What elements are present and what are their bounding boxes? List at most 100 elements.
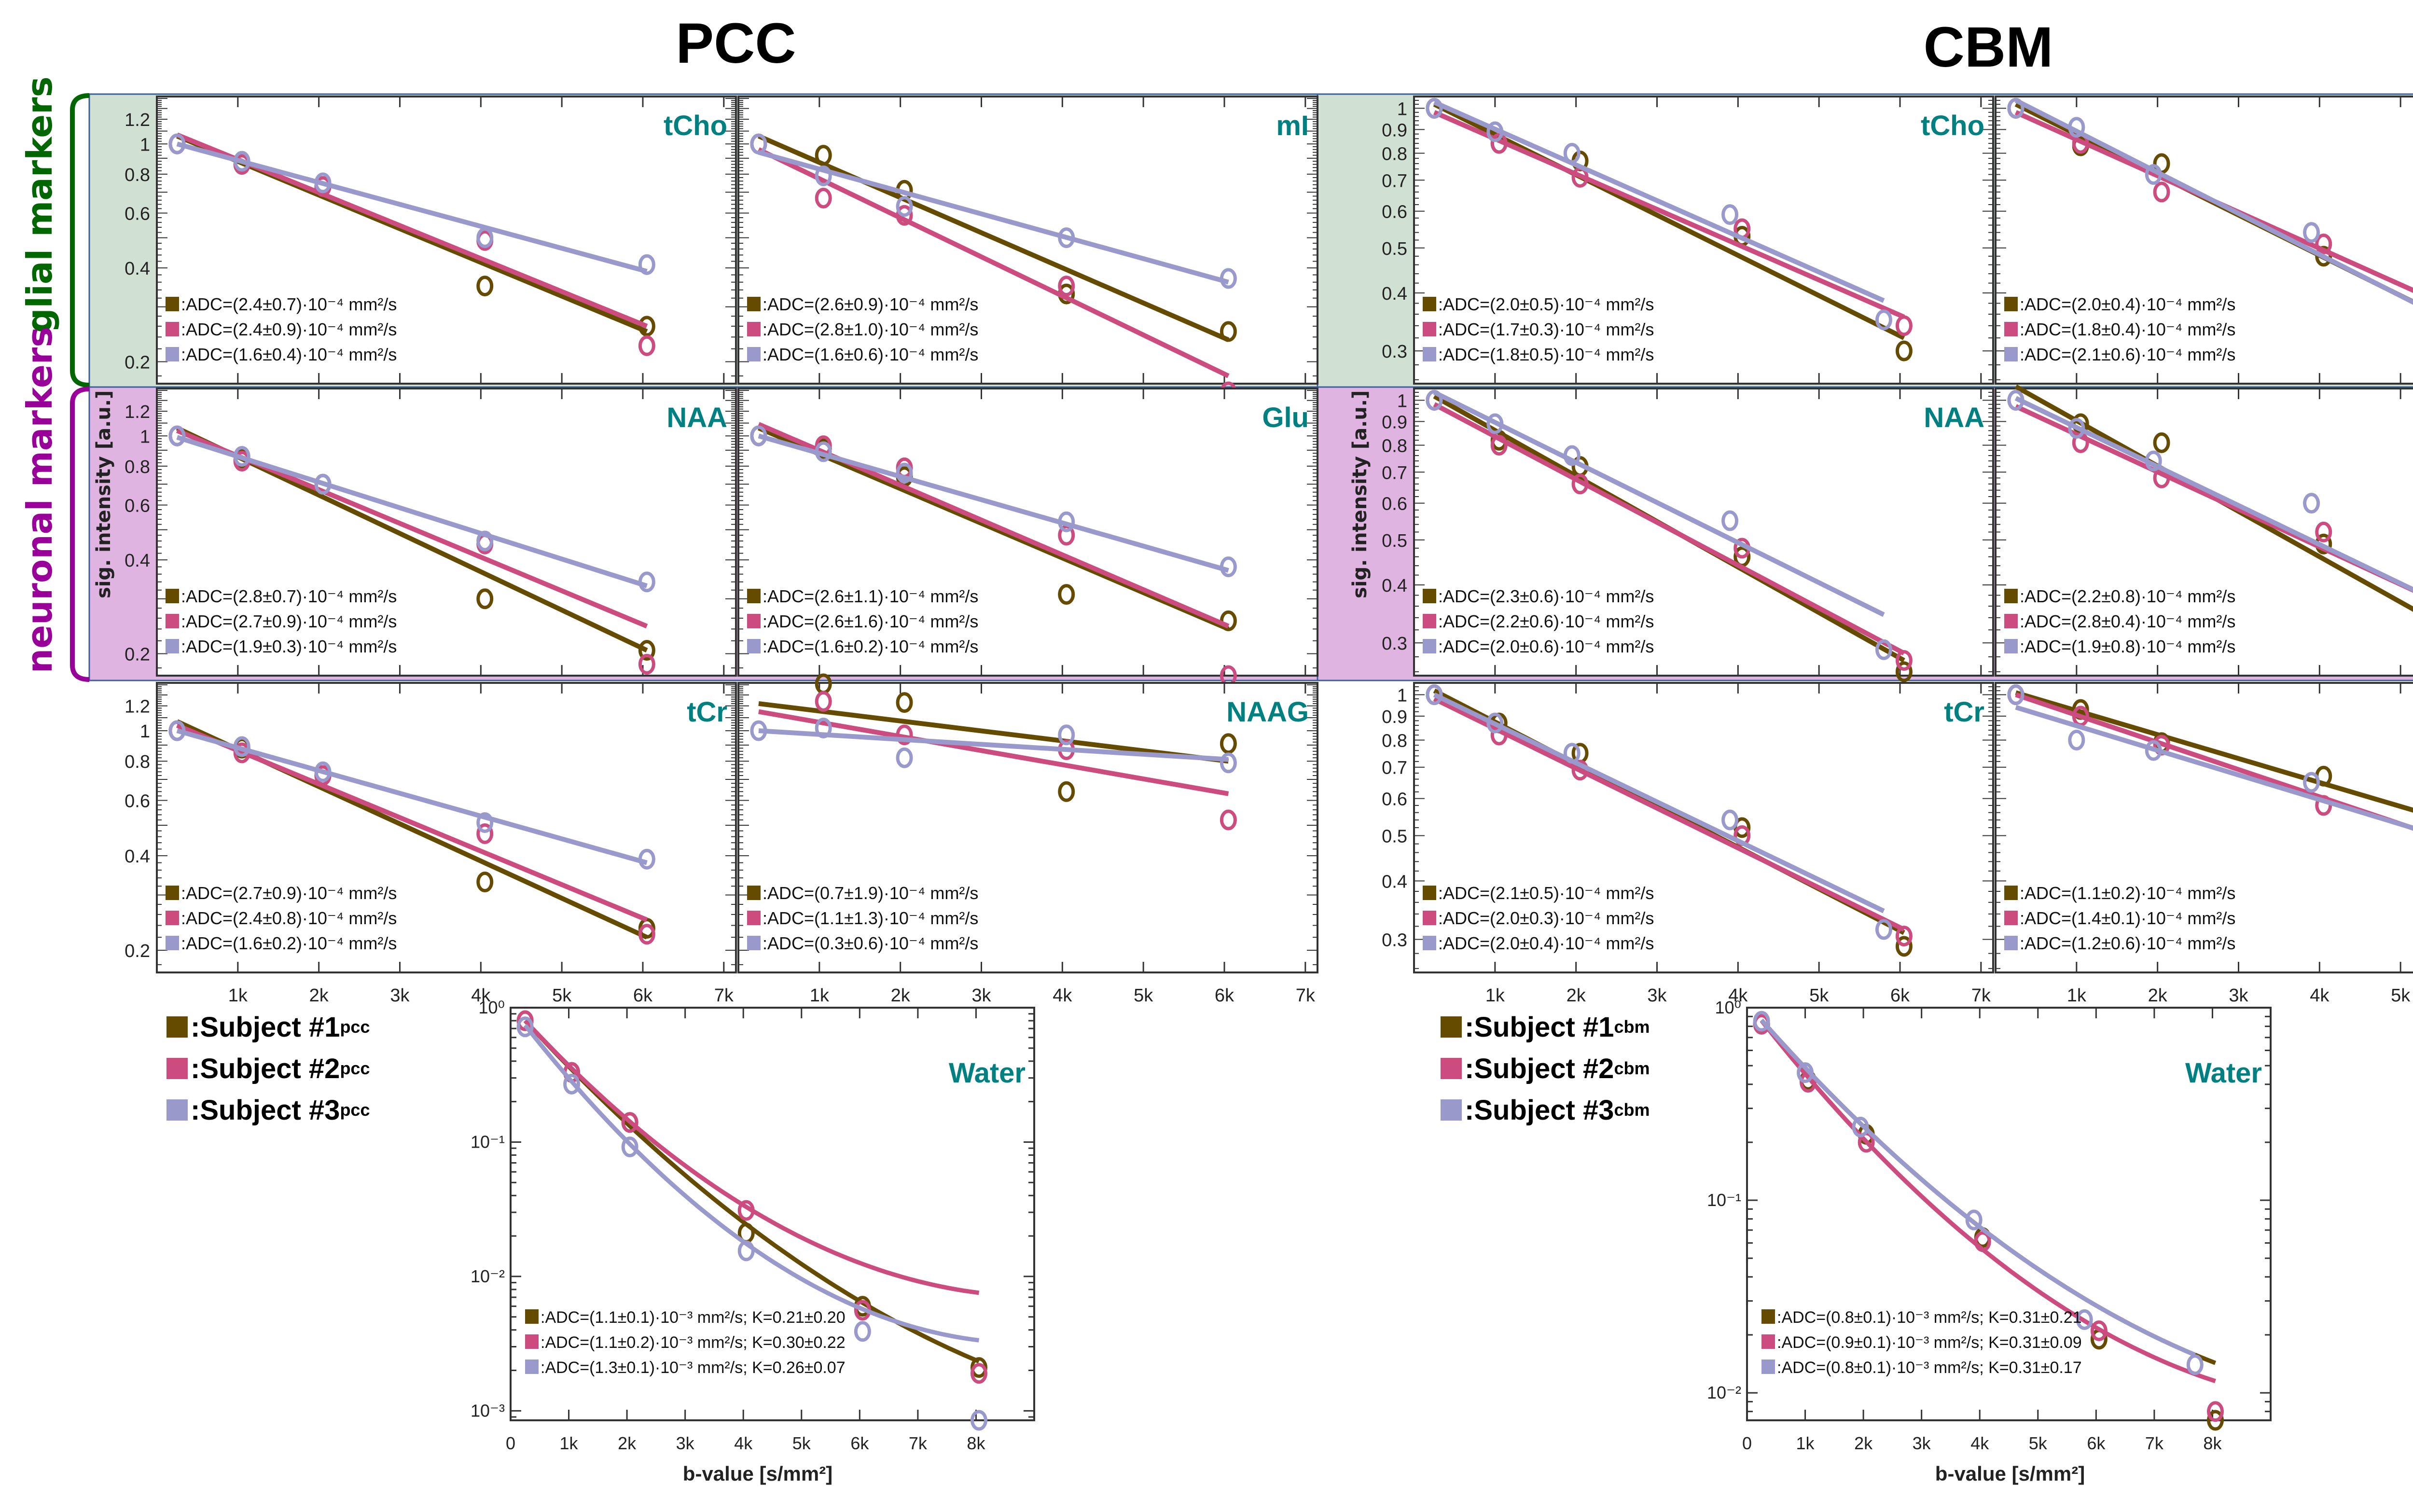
plot-area [1413, 388, 1994, 677]
x-tick-label: 6k [850, 1433, 869, 1453]
legend-swatch-1 [2004, 886, 2018, 900]
x-tick-label: 3k [2229, 985, 2248, 1006]
legend-entry: :ADC=(2.1±0.6)·10⁻⁴ mm²/s [2020, 345, 2235, 364]
data-point [1875, 919, 1892, 940]
legend-entry: :ADC=(2.0±0.5)·10⁻⁴ mm²/s [1438, 294, 1654, 314]
data-point [1895, 661, 1913, 682]
chart-cbm-tcho: 10.9 0.8 0.7 0.6 0.5 0.4 0.3 tCho:ADC=(2.0±0.5)… [1382, 96, 1994, 385]
fit-line-2 [758, 709, 1229, 796]
data-point [1563, 143, 1581, 164]
legend-swatch-3 [1423, 639, 1436, 653]
legend-entry: :ADC=(2.2±0.6)·10⁻⁴ mm²/s [1438, 611, 1654, 631]
data-point [2076, 1309, 2093, 1330]
legend-swatch-3 [166, 347, 179, 361]
chart-cbm-glu: Glu:ADC=(2.2±0.8)·10⁻⁴ mm²/s:ADC=(2.8±0.… [1995, 384, 2413, 677]
data-point [476, 588, 494, 610]
subject-legend-item: :Subject #3 cbm [1441, 1089, 1650, 1131]
legend-swatch-2 [166, 614, 179, 628]
y-tick-label: 0.6 [125, 496, 150, 516]
data-point [1220, 321, 1237, 342]
legend-entry: :ADC=(2.6±1.1)·10⁻⁴ mm²/s [763, 586, 978, 606]
legend-entry: :ADC=(2.7±0.9)·10⁻⁴ mm²/s [181, 883, 397, 903]
x-tick-label: 0 [1742, 1433, 1752, 1453]
data-point [1220, 733, 1237, 754]
data-point [2007, 389, 2025, 411]
data-point [2315, 521, 2332, 542]
x-tick-label: 5k [2391, 985, 2411, 1006]
x-tick-label: 5k [792, 1433, 811, 1453]
y-tick-label: 0.4 [1382, 576, 1407, 596]
y-tick-label: 0.8 [125, 457, 150, 477]
subject-legend-sub: pcc [340, 1100, 370, 1120]
x-tick-label: 6k [1215, 985, 1234, 1006]
legend-entry: :ADC=(2.7±0.9)·10⁻⁴ mm²/s [181, 611, 397, 631]
x-tick-label: 2k [2148, 985, 2168, 1006]
y-tick-label: 0.7 [1382, 463, 1407, 483]
legend-entry: :ADC=(2.4±0.9)·10⁻⁴ mm²/s [181, 319, 397, 339]
data-point [1426, 389, 1443, 411]
y-tick-label: 10⁻² [471, 1266, 505, 1286]
legend-entry: :ADC=(2.6±0.9)·10⁻⁴ mm²/s [763, 294, 978, 314]
fit-line-3 [1433, 390, 1885, 617]
data-point [1721, 510, 1739, 531]
fit-line-3 [758, 150, 1229, 285]
data-point [2153, 181, 2170, 203]
x-tick-label: 4k [1728, 985, 1748, 1006]
legend-entry: :ADC=(1.7±0.3)·10⁻⁴ mm²/s [1438, 319, 1654, 339]
panel-title-mi: mI [1276, 110, 1309, 141]
data-point [815, 718, 832, 739]
data-point [2315, 795, 2332, 816]
y-axis-label-cbm: sig. intensity [a.u.] [1349, 390, 1371, 598]
chart-cbm-tcr: 1k 2k 3k 4k 5k 6k 7k 10.9 0.8 0.7 0.6 0.5 0.4 0.3 tCr:… [1382, 682, 1994, 1006]
fit-line-1 [2014, 384, 2413, 612]
data-point [1058, 724, 1075, 746]
legend-swatch-3 [1423, 936, 1436, 950]
y-tick-label: 0.9 [1382, 707, 1407, 727]
subject-legend-num: 2 [1598, 1053, 1614, 1084]
legend-entry: :ADC=(1.6±0.4)·10⁻⁴ mm²/s [181, 345, 397, 364]
y-tick-label: 10⁻¹ [1707, 1190, 1741, 1210]
x-tick-label: 2k [1854, 1433, 1873, 1453]
data-point [476, 530, 494, 552]
legend-swatch-2 [747, 322, 761, 336]
x-tick-label: 5k [1809, 985, 1829, 1006]
panel-title-naag: NAAG [1226, 696, 1309, 728]
legend-swatch-2 [1423, 322, 1436, 336]
subject-legend-num: 3 [324, 1094, 340, 1126]
subject-3-swatch [1441, 1099, 1462, 1121]
data-point [2007, 684, 2025, 706]
subject-legend-num: 1 [324, 1011, 340, 1043]
data-point [516, 1016, 534, 1038]
fit-curve-2 [1760, 1019, 2216, 1384]
data-point [1875, 639, 1892, 660]
chart-pcc-tcr: 1k 2k 3k 4k 5k 6k 7k 1.2 1 0.8 0.6 0.4 0.2 tCr:ADC=(2… [125, 682, 737, 1006]
x-tick-label: 7k [1971, 985, 1991, 1006]
x-tick-label: 8k [967, 1433, 985, 1453]
legend-swatch-1 [525, 1309, 539, 1324]
legend-entry: :ADC=(0.8±0.1)·10⁻³ mm²/s; K=0.31±0.21 [1777, 1308, 2082, 1327]
fit-line-2 [1433, 402, 1905, 655]
fit-line-2 [757, 147, 1230, 378]
y-tick-label: 0.4 [125, 846, 150, 867]
chart-pcc-naa: 1.2 1 0.8 0.6 0.4 0.2 NAA:ADC=(2.8±0.7)·10⁻⁴ m… [125, 388, 737, 677]
data-point [1895, 650, 1913, 671]
neuronal-bracket [70, 387, 90, 682]
legend-entry: :ADC=(2.0±0.6)·10⁻⁴ mm²/s [1438, 637, 1654, 656]
y-tick-label: 0.5 [1382, 826, 1407, 846]
y-tick-label: 1 [140, 721, 150, 742]
legend-swatch-3 [747, 936, 761, 950]
data-point [750, 425, 767, 446]
y-tick-label: 0.4 [125, 551, 150, 571]
data-point [2068, 117, 2085, 138]
data-point [737, 1240, 755, 1262]
x-tick-label: 5k [552, 985, 572, 1006]
x-tick-label: 6k [633, 985, 653, 1006]
data-point [1058, 511, 1075, 532]
y-tick-label: 0.5 [1382, 239, 1407, 259]
x-tick-label: 3k [676, 1433, 695, 1453]
legend-swatch-3 [525, 1359, 539, 1374]
data-point [1895, 936, 1913, 957]
fit-line-2 [176, 723, 648, 922]
data-point [1220, 556, 1237, 578]
fit-line-3 [1433, 693, 1885, 914]
